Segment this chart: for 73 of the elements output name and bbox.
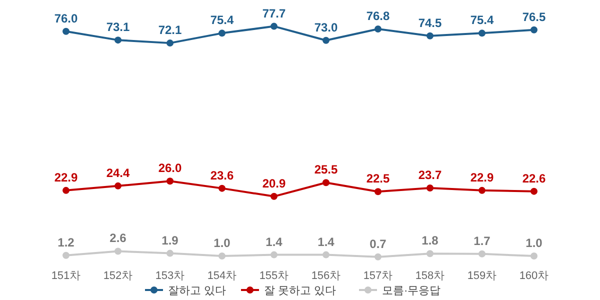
data-label: 1.0 [214, 236, 231, 250]
point [166, 40, 174, 47]
point [114, 248, 122, 255]
xtick: 154차 [207, 270, 237, 282]
point [270, 192, 278, 200]
legend-label: 모름·무응답 [382, 285, 441, 297]
data-label: 23.6 [210, 168, 234, 182]
data-label: 23.7 [418, 168, 442, 182]
xtick: 152차 [103, 270, 133, 282]
data-label: 22.5 [366, 172, 390, 186]
data-label: 72.1 [158, 23, 182, 38]
data-label: 75.4 [470, 13, 494, 28]
point [478, 186, 486, 194]
point [166, 250, 174, 257]
point [218, 184, 226, 192]
data-label: 73.0 [314, 20, 338, 34]
point [270, 251, 278, 258]
data-label: 22.9 [470, 170, 494, 184]
data-label: 76.5 [522, 10, 546, 24]
point [374, 188, 382, 196]
data-label: 0.7 [370, 236, 387, 251]
xtick: 159차 [467, 270, 497, 282]
data-label: 2.6 [110, 231, 127, 246]
data-label: 1.0 [526, 236, 543, 250]
data-label: 1.4 [318, 234, 335, 249]
legend-label: 잘하고 있다 [168, 285, 226, 297]
point [218, 30, 226, 37]
point [114, 36, 122, 44]
data-label: 74.5 [418, 16, 442, 30]
point [270, 22, 278, 30]
point [322, 36, 330, 44]
data-label: 20.9 [262, 176, 286, 190]
data-label: 1.4 [266, 234, 283, 249]
point [114, 182, 122, 190]
xtick: 160차 [519, 270, 549, 282]
data-label: 1.8 [422, 234, 439, 248]
point [426, 250, 434, 258]
data-label: 24.4 [106, 166, 130, 180]
point [426, 184, 434, 192]
point [426, 32, 434, 40]
data-label: 76.8 [366, 8, 390, 23]
data-label: 77.7 [262, 6, 286, 20]
point [374, 253, 382, 260]
point [530, 26, 538, 34]
point [62, 252, 70, 259]
point [62, 186, 70, 194]
data-label: 22.6 [522, 171, 546, 186]
xtick: 157차 [363, 270, 393, 282]
legend-label: 잘 못하고 있다 [264, 285, 336, 297]
point [478, 30, 486, 37]
point [62, 28, 70, 35]
point [218, 252, 226, 260]
point [166, 178, 174, 185]
data-label: 1.9 [162, 233, 179, 248]
xtick: 155차 [259, 270, 289, 282]
xtick: 158차 [415, 270, 445, 282]
point [322, 179, 330, 186]
point [374, 25, 382, 32]
data-label: 26.0 [158, 161, 182, 176]
data-label: 76.0 [54, 11, 78, 26]
point [530, 188, 538, 195]
data-label: 73.1 [106, 20, 130, 34]
point [322, 251, 330, 258]
data-label: 1.7 [474, 234, 491, 248]
data-label: 1.2 [58, 235, 75, 250]
data-label: 25.5 [314, 162, 338, 177]
data-label: 22.9 [54, 170, 78, 184]
xtick: 156차 [311, 270, 341, 282]
point [530, 252, 538, 260]
point [478, 250, 486, 258]
data-label: 75.4 [210, 13, 234, 28]
xtick: 153차 [155, 270, 185, 282]
xtick: 151차 [51, 270, 81, 282]
